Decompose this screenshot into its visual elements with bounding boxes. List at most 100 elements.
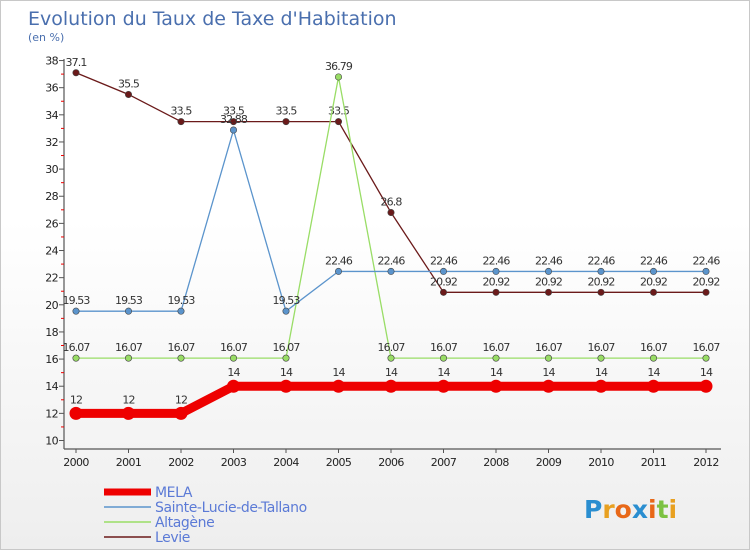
x-tick-label: 2006 (378, 456, 404, 469)
data-point (334, 267, 342, 275)
x-tick-label: 2001 (116, 456, 142, 469)
logo-letter: P (584, 495, 602, 524)
data-point (122, 406, 135, 420)
data-point (72, 307, 80, 315)
data-point (69, 406, 83, 420)
y-tick-label: 12 (45, 407, 58, 420)
x-tick-label: 2012 (693, 456, 719, 469)
logo-letter: x (632, 495, 648, 524)
data-label: 16.07 (378, 341, 406, 354)
data-point (544, 354, 552, 362)
legend-label: Altagène (155, 515, 214, 531)
data-label: 12 (122, 393, 134, 406)
data-label: 14 (595, 366, 608, 379)
logo-letter: r (602, 495, 615, 524)
chart-title: Evolution du Taux de Taxe d'Habitation (28, 8, 397, 30)
data-label: 14 (542, 366, 555, 379)
series-mela: 12 12 12 14 14 14 14 14 14 14 14 14 14 (69, 366, 714, 420)
data-label: 22.46 (640, 254, 668, 267)
data-label: 22.46 (693, 254, 721, 267)
data-label: 26.8 (381, 196, 403, 209)
data-point (544, 267, 552, 275)
data-point (72, 69, 80, 77)
data-label: 33.5 (276, 105, 298, 118)
data-point (334, 73, 342, 81)
data-point (492, 267, 500, 275)
data-point (125, 90, 133, 98)
data-point (544, 288, 552, 296)
data-label: 20.92 (483, 275, 510, 288)
data-label: 19.53 (115, 294, 143, 307)
y-tick-label: 16 (45, 353, 58, 366)
data-label: 19.53 (273, 294, 301, 307)
series-layer: 37.135.533.5 33.5 33.5 33.526.820.92 20.92 20… (63, 56, 721, 420)
logo-letter: i (648, 495, 657, 524)
data-point (489, 379, 503, 393)
data-label: 16.07 (220, 341, 248, 354)
x-tick-label: 2003 (221, 456, 247, 469)
logo-letter: i (669, 495, 678, 524)
data-point (492, 288, 500, 296)
series-line (75, 76, 707, 359)
data-point (702, 267, 710, 275)
data-point (387, 354, 395, 362)
data-point (597, 267, 605, 275)
chart-subtitle: (en %) (28, 31, 64, 44)
data-point (702, 288, 710, 296)
data-label: 37.1 (66, 56, 87, 69)
x-tick-label: 2009 (536, 456, 562, 469)
data-point (597, 288, 605, 296)
y-tick-label: 20 (45, 299, 58, 312)
data-point (227, 379, 240, 393)
data-point (334, 118, 342, 126)
x-tick-label: 2011 (641, 456, 667, 469)
data-point (387, 267, 395, 275)
data-point (230, 126, 238, 134)
data-point (174, 406, 188, 420)
proxiti-logo: Proxiti (584, 495, 677, 524)
data-label: 19.53 (168, 294, 196, 307)
data-label: 14 (437, 366, 450, 379)
legend-label: Levie (155, 530, 190, 546)
x-tick-label: 2007 (431, 456, 457, 469)
y-tick-label: 38 (45, 55, 58, 68)
data-point (72, 354, 80, 362)
data-label: 12 (70, 393, 82, 406)
data-point (492, 354, 500, 362)
data-point (439, 354, 447, 362)
legend-label: Sainte-Lucie-de-Tallano (155, 500, 307, 516)
series-sainte-lucie-de-tallano: 19.53 19.53 19.53 32.88 19.53 22.46 22.46 22.46… (63, 113, 721, 315)
data-label: 16.07 (588, 341, 616, 354)
data-label: 16.07 (693, 341, 721, 354)
data-point (699, 379, 713, 393)
y-tick-label: 24 (45, 245, 58, 258)
data-point (230, 354, 238, 362)
data-point (125, 354, 133, 362)
data-point (230, 118, 238, 126)
data-point (177, 307, 185, 315)
data-label: 33.5 (223, 105, 245, 118)
logo-text: Proxiti (584, 495, 677, 524)
y-tick-label: 26 (45, 217, 58, 230)
data-point (177, 354, 185, 362)
data-label: 22.46 (325, 254, 353, 267)
data-point (282, 307, 290, 315)
data-label: 19.53 (63, 294, 91, 307)
x-tick-label: 2010 (588, 456, 614, 469)
data-point (177, 118, 185, 126)
data-label: 33.5 (171, 105, 193, 118)
y-tick-label: 34 (45, 109, 58, 122)
data-point (542, 379, 555, 393)
data-label: 22.46 (483, 254, 511, 267)
data-point (384, 379, 398, 393)
data-point (282, 118, 290, 126)
y-tick-label: 32 (45, 136, 58, 149)
y-tick-label: 36 (45, 82, 58, 95)
data-label: 12 (175, 393, 187, 406)
data-point (439, 288, 447, 296)
data-point (702, 354, 710, 362)
y-tick-label: 30 (45, 163, 58, 176)
